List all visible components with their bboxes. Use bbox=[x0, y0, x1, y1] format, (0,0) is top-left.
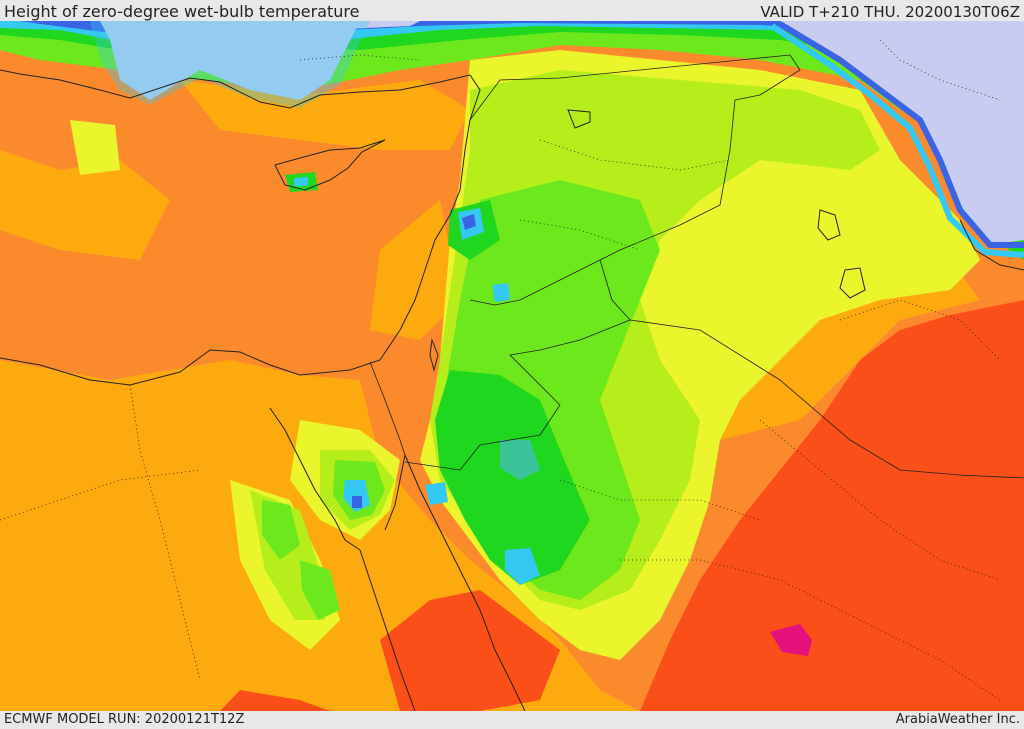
coastline-lake-milh bbox=[839, 267, 866, 299]
red-field-southwest bbox=[380, 590, 560, 711]
cyan-spot-saudi bbox=[505, 548, 540, 585]
border-jordan-saudi bbox=[404, 319, 631, 471]
map-title: Height of zero-degree wet-bulb temperatu… bbox=[4, 2, 360, 21]
yellow-patch-sea bbox=[70, 120, 120, 175]
light-orange-north bbox=[180, 80, 470, 150]
coastline-red-sea-west bbox=[359, 549, 416, 711]
teal-spot-1 bbox=[500, 440, 540, 480]
cyan-spot-jordan bbox=[425, 482, 448, 505]
admin-borders bbox=[0, 39, 1001, 701]
border-egypt-israel bbox=[369, 361, 406, 456]
coastline-dead-sea bbox=[429, 338, 439, 372]
coastline-red-sea-east bbox=[404, 454, 526, 711]
footer-bar: ECMWF MODEL RUN: 20200121T12Z ArabiaWeat… bbox=[0, 711, 1024, 729]
border-syria-iraq bbox=[599, 99, 736, 261]
light-orange-patch-sea bbox=[0, 150, 170, 260]
cyan-turkey-band bbox=[90, 21, 370, 108]
border-jordan-iraq bbox=[599, 259, 631, 321]
admin-border-5 bbox=[759, 419, 1001, 581]
bright-green-field bbox=[435, 370, 590, 585]
coastline-gulf-of-suez bbox=[269, 407, 361, 551]
credit-text: ArabiaWeather Inc. bbox=[895, 712, 1020, 727]
model-run: ECMWF MODEL RUN: 20200121T12Z bbox=[4, 712, 245, 727]
map-canvas bbox=[0, 21, 1024, 711]
border-turkey-iraq bbox=[734, 54, 801, 101]
border-iraq-saudi bbox=[629, 319, 1024, 479]
coastline-cyprus bbox=[274, 139, 386, 191]
lavender-northeast bbox=[780, 21, 1024, 245]
admin-border-9 bbox=[879, 39, 1001, 101]
cyan-northeast-edge bbox=[770, 23, 1024, 258]
coastline-egypt-levant bbox=[0, 74, 481, 386]
coastlines bbox=[0, 69, 1024, 711]
blue-spot-lebanon bbox=[462, 214, 476, 230]
green-egypt-2 bbox=[300, 560, 340, 620]
lavender-turkey bbox=[100, 21, 360, 100]
header-bar: Height of zero-degree wet-bulb temperatu… bbox=[0, 0, 1024, 21]
coastline-gulf-of-aqaba bbox=[384, 454, 406, 531]
blue-northeast-edge bbox=[778, 21, 1024, 248]
admin-border-1 bbox=[129, 384, 201, 681]
country-borders bbox=[369, 54, 1024, 479]
coastline-lake-assad bbox=[567, 109, 591, 129]
cyan-spot-syria bbox=[492, 283, 510, 302]
blue-spot-sinai bbox=[352, 496, 362, 508]
magenta-spot bbox=[770, 624, 812, 656]
cyan-cyprus-spot bbox=[294, 177, 308, 186]
coastline-lake-tharthar bbox=[817, 209, 841, 241]
border-syria-jordan bbox=[469, 259, 601, 306]
red-field-southeast bbox=[640, 300, 1024, 711]
admin-border-4 bbox=[519, 219, 641, 251]
green-egypt-1 bbox=[262, 500, 300, 560]
valid-time: VALID T+210 THU. 20200130T06Z bbox=[760, 3, 1020, 21]
red-field-bottom-left bbox=[220, 690, 330, 711]
coastline-persian-gulf bbox=[959, 219, 1024, 271]
border-turkey-syria bbox=[469, 54, 791, 121]
coastline-turkey-south bbox=[0, 69, 471, 109]
weather-map[interactable] bbox=[0, 21, 1024, 711]
admin-border-10 bbox=[299, 54, 421, 61]
